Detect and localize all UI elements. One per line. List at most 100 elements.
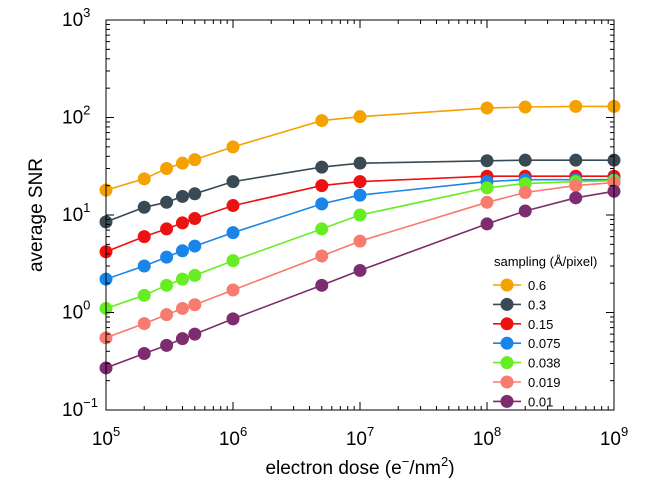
data-point: [226, 199, 240, 213]
data-point: [226, 254, 240, 268]
legend-entry: 0.038: [493, 356, 561, 371]
data-point: [518, 153, 532, 167]
legend-entry: 0.019: [493, 375, 561, 390]
data-point: [160, 195, 174, 209]
data-point: [315, 179, 329, 193]
data-point: [137, 230, 151, 244]
data-point: [175, 156, 189, 170]
legend-label: 0.01: [528, 394, 553, 409]
x-tick-label: 105: [92, 424, 120, 450]
legend-label: 0.075: [528, 336, 561, 351]
data-point: [353, 263, 367, 277]
data-point: [353, 234, 367, 248]
legend-entry: 0.075: [493, 336, 561, 351]
data-point: [175, 189, 189, 203]
legend-marker: [500, 356, 514, 370]
y-tick-label: 10−1: [62, 395, 98, 421]
data-point: [175, 301, 189, 315]
legend-label: 0.3: [528, 297, 546, 312]
data-point: [160, 308, 174, 322]
y-tick-label: 102: [62, 103, 90, 129]
data-point: [137, 288, 151, 302]
data-point: [315, 278, 329, 292]
x-axis-label: electron dose (e−/nm2): [265, 454, 454, 479]
data-point: [480, 217, 494, 231]
series-0.019: [99, 176, 621, 345]
legend-marker: [500, 297, 514, 311]
data-point: [160, 222, 174, 236]
data-point: [188, 268, 202, 282]
data-point: [353, 188, 367, 202]
legend-label: 0.038: [528, 356, 561, 371]
data-point: [315, 114, 329, 128]
data-point: [188, 239, 202, 253]
data-point: [315, 197, 329, 211]
legend-entry: 0.3: [493, 297, 546, 312]
series-0.3: [99, 153, 621, 229]
data-point: [160, 278, 174, 292]
data-point: [175, 244, 189, 258]
legend-marker: [500, 375, 514, 389]
data-point: [569, 153, 583, 167]
data-point: [518, 186, 532, 200]
legend-label: 0.6: [528, 278, 546, 293]
legend-entry: 0.01: [493, 394, 553, 409]
data-point: [226, 283, 240, 297]
data-point: [315, 249, 329, 263]
data-point: [188, 327, 202, 341]
data-point: [226, 140, 240, 154]
data-point: [226, 226, 240, 240]
data-point: [160, 338, 174, 352]
legend-label: 0.15: [528, 317, 553, 332]
data-point: [175, 216, 189, 230]
legend-marker: [500, 278, 514, 292]
data-point: [188, 187, 202, 201]
data-point: [137, 259, 151, 273]
x-tick-label: 107: [346, 424, 374, 450]
data-point: [160, 250, 174, 264]
data-point: [137, 317, 151, 331]
data-point: [175, 332, 189, 346]
data-point: [518, 177, 532, 191]
legend-entry: 0.6: [493, 278, 546, 293]
legend-marker: [500, 394, 514, 408]
data-point: [480, 154, 494, 168]
data-point: [188, 153, 202, 167]
data-point: [137, 172, 151, 186]
legend: sampling (Å/pixel) 0.6 0.3 0.15 0.075 0.038 0…: [493, 254, 597, 409]
data-point: [315, 160, 329, 174]
data-point: [353, 175, 367, 189]
data-point: [353, 110, 367, 124]
data-point: [480, 101, 494, 115]
x-tick-label: 106: [219, 424, 247, 450]
x-tick-label: 109: [600, 424, 628, 450]
y-axis-label: average SNR: [26, 158, 47, 272]
y-tick-label: 101: [62, 200, 90, 226]
data-point: [188, 212, 202, 226]
legend-label: 0.019: [528, 375, 561, 390]
data-point: [569, 179, 583, 193]
data-point: [160, 161, 174, 175]
legend-entry: 0.15: [493, 317, 553, 332]
data-point: [353, 208, 367, 222]
y-tick-label: 103: [62, 5, 90, 31]
data-point: [226, 175, 240, 189]
data-point: [569, 99, 583, 113]
data-point: [226, 312, 240, 326]
y-tick-label: 100: [62, 298, 90, 324]
data-point: [315, 222, 329, 236]
data-point: [518, 100, 532, 114]
data-point: [175, 272, 189, 286]
legend-marker: [500, 317, 514, 331]
data-point: [480, 195, 494, 209]
data-point: [137, 346, 151, 360]
data-point: [353, 156, 367, 170]
data-point: [569, 191, 583, 205]
data-point: [518, 204, 532, 218]
data-point: [188, 298, 202, 312]
legend-marker: [500, 336, 514, 350]
series-0.6: [99, 99, 621, 197]
series-layer: [99, 99, 621, 375]
series-0.01: [99, 184, 621, 375]
